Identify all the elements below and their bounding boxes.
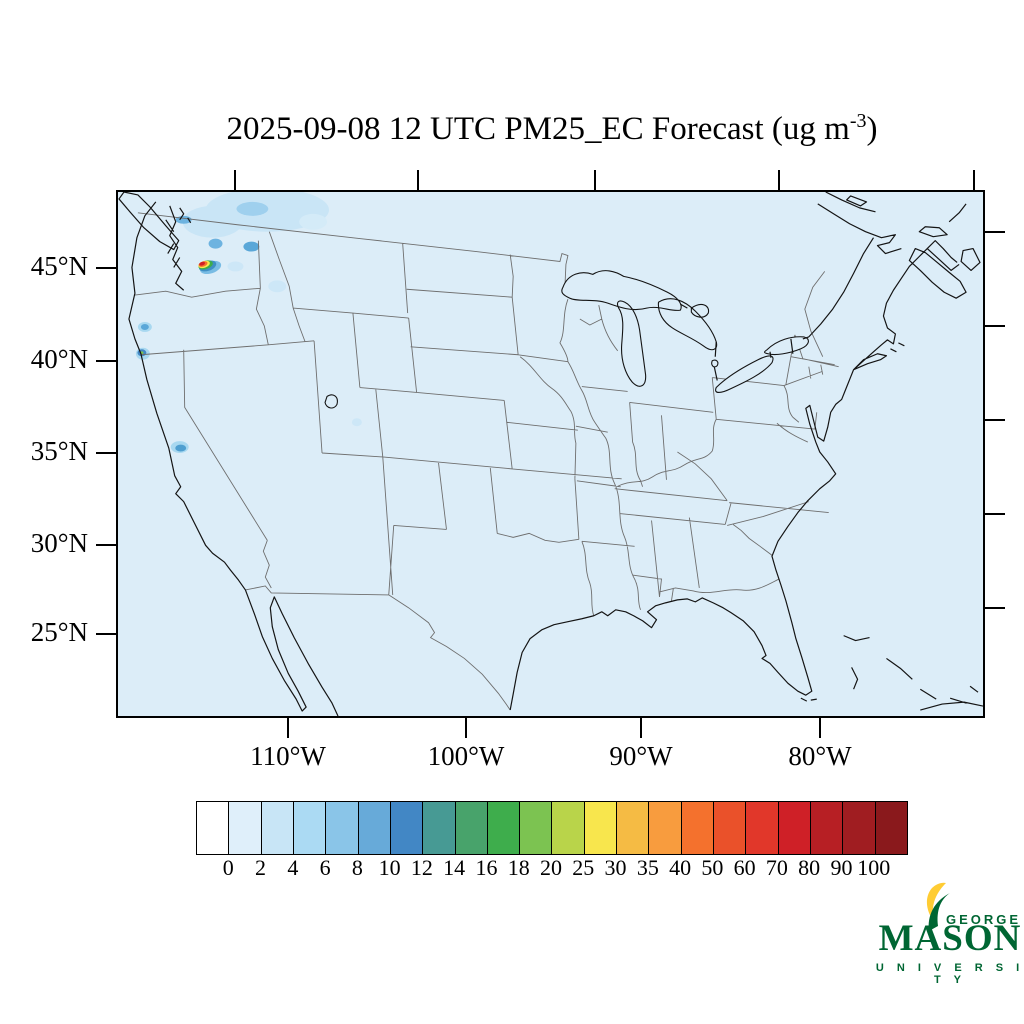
lon-tick [465,718,467,738]
colorbar-cell [616,802,649,854]
lat-tick [96,452,116,454]
lon-tick-label: 110°W [250,741,326,771]
colorbar-cell [551,802,584,854]
pm25-plume [351,418,362,427]
colorbar-tick-label: 20 [540,855,562,880]
colorbar-tick-label: 14 [443,855,466,880]
colorbar-tick-label: 25 [572,855,595,880]
title-exponent: -3 [849,110,867,132]
top-lon-tick [973,170,975,190]
lon-tick [819,718,821,738]
lat-tick [96,633,116,635]
colorbar-cell [389,802,423,854]
lon-tick-label: 80°W [788,741,852,771]
title-text: 2025-09-08 12 UTC PM25_EC Forecast (ug m [226,111,850,147]
logo-university: U N I V E R S I T Y [875,962,1024,986]
colorbar-tick-label: 30 [604,855,627,880]
colorbar-tick-label: 80 [798,855,821,880]
lat-tick [96,267,116,269]
colorbar-cell [260,802,293,854]
colorbar-tick-label: 6 [319,855,331,880]
pm25-plume [199,261,206,266]
colorbar-tick-label: 4 [287,855,299,880]
map-canvas [116,190,985,718]
colorbar-tick-label: 60 [733,855,756,880]
pm25-plume [227,261,244,272]
pm25-plume [208,238,223,249]
colorbar-cell [422,802,455,854]
colorbar-cell [357,802,390,854]
great-lakes [324,270,809,409]
colorbar-cell [486,802,520,854]
colorbar-tick-label: 0 [222,855,234,880]
top-lon-tick [594,170,596,190]
top-lon-tick [778,170,780,190]
pm25-plume [299,213,328,230]
colorbar-tick-label: 16 [475,855,498,880]
lat-tick-label: 30°N [30,528,88,558]
colorbar-cell [777,802,810,854]
colorbar-cell [874,802,907,854]
colorbar-cell [454,802,487,854]
colorbar-cell [583,802,617,854]
colorbar-tick-label: 40 [669,855,692,880]
colorbar-cell [197,802,229,854]
right-lat-tick [985,607,1005,609]
colorbar-cell [809,802,843,854]
colorbar-tick-label: 70 [765,855,788,880]
colorbar-cell [228,802,261,854]
title-suffix: ) [866,111,878,147]
colorbar [196,801,908,855]
colorbar-cell [713,802,746,854]
colorbar-tick-label: 12 [410,855,433,880]
lat-tick-label: 25°N [30,617,88,647]
pm25-plume [268,280,287,293]
state-borders [133,212,839,711]
lon-tick [640,718,642,738]
colorbar-tick-label: 18 [507,855,530,880]
gmu-flame-icon [926,882,950,931]
lon-tick [287,718,289,738]
colorbar-tick-label: 50 [701,855,724,880]
colorbar-cell [292,802,326,854]
colorbar-tick-label: 35 [636,855,659,880]
lat-tick-label: 45°N [30,251,88,281]
colorbar-cell [648,802,681,854]
gmu-logo: GEORGE MASON U N I V E R S I T Y [874,882,1024,986]
lon-tick-label: 90°W [609,741,673,771]
pm25-plume [175,444,187,452]
pm25-plume [140,323,149,330]
lat-tick-label: 35°N [30,436,88,466]
map-svg [118,192,983,716]
colorbar-tick-label: 100 [857,855,891,880]
right-lat-tick [985,419,1005,421]
logo-george: GEORGE [946,912,1022,927]
map-ocean-land-fill [118,192,983,716]
lat-tick-label: 40°N [30,344,88,374]
right-lat-tick [985,231,1005,233]
colorbar-tick-label: 2 [255,855,267,880]
colorbar-cell [519,802,552,854]
pm25-plumes [135,192,362,454]
page-title: 2025-09-08 12 UTC PM25_EC Forecast (ug m… [116,110,988,148]
right-lat-tick [985,513,1005,515]
colorbar-cell [745,802,778,854]
colorbar-tick-label: 90 [830,855,853,880]
top-lon-tick [417,170,419,190]
right-lat-tick [985,325,1005,327]
coastline [118,192,983,716]
colorbar-cell [842,802,875,854]
pm25-plume [236,201,269,216]
lat-tick [96,544,116,546]
top-lon-tick [234,170,236,190]
lon-tick-label: 100°W [427,741,505,771]
lat-tick [96,360,116,362]
colorbar-tick-label: 8 [351,855,363,880]
colorbar-tick-label: 10 [378,855,401,880]
logo-mason: MASON [878,918,1022,959]
colorbar-cell [325,802,358,854]
pm25-plume [243,241,260,252]
colorbar-cell [680,802,713,854]
